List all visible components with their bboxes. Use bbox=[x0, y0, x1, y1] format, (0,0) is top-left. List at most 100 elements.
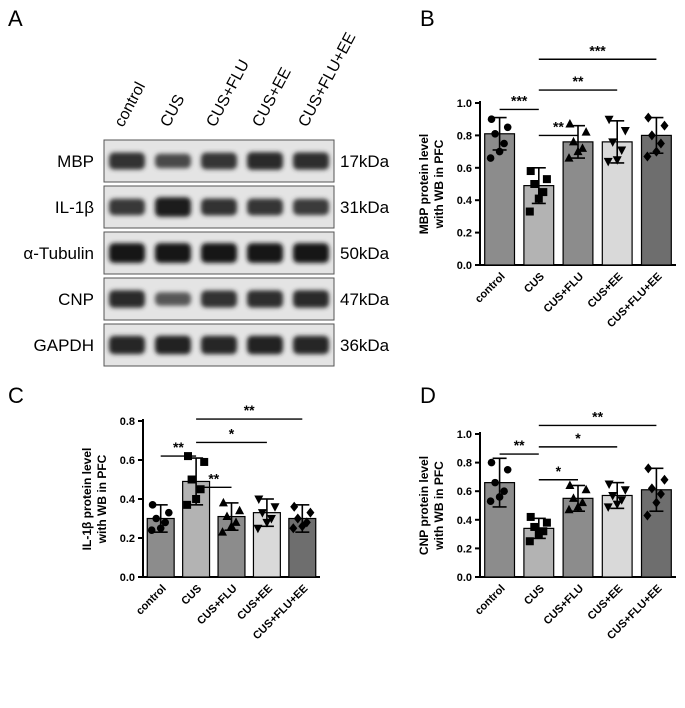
blot-band bbox=[247, 335, 283, 355]
y-tick-label: 1.0 bbox=[457, 98, 472, 110]
size-label: 17kDa bbox=[340, 152, 390, 171]
data-point bbox=[257, 509, 267, 518]
data-point bbox=[608, 491, 618, 501]
data-point bbox=[289, 523, 298, 534]
blot-band bbox=[155, 153, 191, 169]
chart-il1b: 0.0 0.2 0.4 0.6 0.8 IL-1β protein level with W… bbox=[80, 402, 320, 642]
data-point bbox=[487, 458, 496, 467]
data-point bbox=[227, 521, 236, 530]
data-point bbox=[165, 508, 173, 517]
data-point bbox=[200, 457, 209, 466]
data-point bbox=[530, 522, 539, 531]
size-label: 36kDa bbox=[340, 336, 390, 355]
panel-label-d: D bbox=[420, 383, 436, 408]
data-point bbox=[578, 143, 587, 152]
y-tick-label: 0.4 bbox=[457, 515, 473, 527]
significance-label: *** bbox=[511, 92, 528, 108]
data-point bbox=[152, 514, 160, 523]
data-point bbox=[643, 151, 652, 162]
panel-label-a: A bbox=[8, 6, 23, 31]
significance-label: ** bbox=[173, 439, 184, 455]
protein-label: IL-1β bbox=[55, 198, 94, 217]
data-point bbox=[503, 123, 512, 132]
size-label: 50kDa bbox=[340, 244, 390, 263]
significance-label: * bbox=[575, 430, 581, 446]
y-axis-label-line2: with WB in PFC bbox=[95, 454, 109, 544]
blot-band bbox=[155, 292, 191, 306]
data-point bbox=[660, 120, 669, 131]
data-point bbox=[603, 157, 613, 167]
lane-label: CUS bbox=[158, 92, 189, 130]
y-tick-label: 0.2 bbox=[120, 533, 135, 545]
data-point bbox=[306, 507, 315, 518]
significance-label: * bbox=[556, 463, 562, 479]
data-point bbox=[293, 513, 302, 524]
data-point bbox=[652, 497, 661, 508]
data-point bbox=[660, 474, 669, 485]
category-label: CUS bbox=[179, 583, 204, 608]
data-point bbox=[500, 139, 508, 148]
data-point bbox=[644, 112, 653, 123]
data-point bbox=[644, 463, 653, 474]
y-axis-label-line2: with WB in PFC bbox=[432, 461, 446, 551]
data-point bbox=[526, 167, 535, 176]
data-point bbox=[617, 496, 627, 505]
category-label: control bbox=[134, 583, 169, 618]
data-point bbox=[534, 530, 543, 539]
data-point bbox=[612, 500, 622, 510]
data-point bbox=[525, 537, 534, 546]
data-point bbox=[530, 180, 539, 188]
data-point bbox=[253, 524, 263, 534]
significance-label: * bbox=[229, 425, 235, 441]
data-point bbox=[581, 127, 591, 136]
blot-band bbox=[109, 290, 145, 308]
y-tick-label: 0.0 bbox=[457, 572, 472, 584]
data-point bbox=[565, 480, 575, 489]
data-point bbox=[270, 503, 280, 512]
blot-band bbox=[247, 243, 283, 263]
data-point bbox=[266, 515, 276, 524]
data-point bbox=[218, 497, 228, 507]
blot-band bbox=[201, 152, 237, 170]
y-tick-label: 0.2 bbox=[457, 543, 472, 555]
blot-band bbox=[201, 290, 237, 308]
lane-label: CUS+FLU+EE bbox=[296, 30, 360, 130]
blot-band bbox=[201, 335, 237, 355]
blot-band bbox=[109, 243, 145, 263]
data-point bbox=[526, 512, 535, 521]
y-tick-label: 0.8 bbox=[457, 130, 472, 142]
data-point bbox=[525, 207, 534, 216]
data-point bbox=[564, 153, 574, 162]
data-point bbox=[643, 510, 652, 521]
data-point bbox=[491, 478, 499, 487]
y-tick-label: 0.0 bbox=[457, 260, 472, 272]
blot-band bbox=[201, 198, 237, 216]
data-point bbox=[569, 493, 578, 502]
data-point bbox=[235, 505, 245, 515]
y-tick-label: 0.2 bbox=[457, 228, 472, 240]
data-point bbox=[147, 526, 156, 534]
blot-band bbox=[155, 197, 191, 217]
category-label: CUS+FLU bbox=[542, 271, 587, 316]
data-point bbox=[196, 485, 205, 494]
data-point bbox=[491, 129, 499, 138]
data-point bbox=[603, 503, 613, 512]
significance-label: ** bbox=[244, 402, 255, 418]
category-label: CUS bbox=[522, 583, 547, 608]
data-point bbox=[647, 130, 656, 141]
data-point bbox=[539, 527, 548, 536]
data-point bbox=[231, 517, 241, 526]
data-point bbox=[539, 188, 548, 197]
protein-label: MBP bbox=[57, 152, 94, 171]
y-tick-label: 1.0 bbox=[457, 429, 472, 441]
data-point bbox=[542, 175, 551, 184]
data-point bbox=[192, 495, 201, 503]
blot-band bbox=[155, 243, 191, 263]
blot-band bbox=[201, 243, 237, 263]
data-point bbox=[187, 475, 196, 484]
data-point bbox=[486, 154, 495, 162]
size-label: 47kDa bbox=[340, 290, 390, 309]
data-point bbox=[503, 465, 512, 474]
category-label: CUS bbox=[522, 271, 547, 296]
